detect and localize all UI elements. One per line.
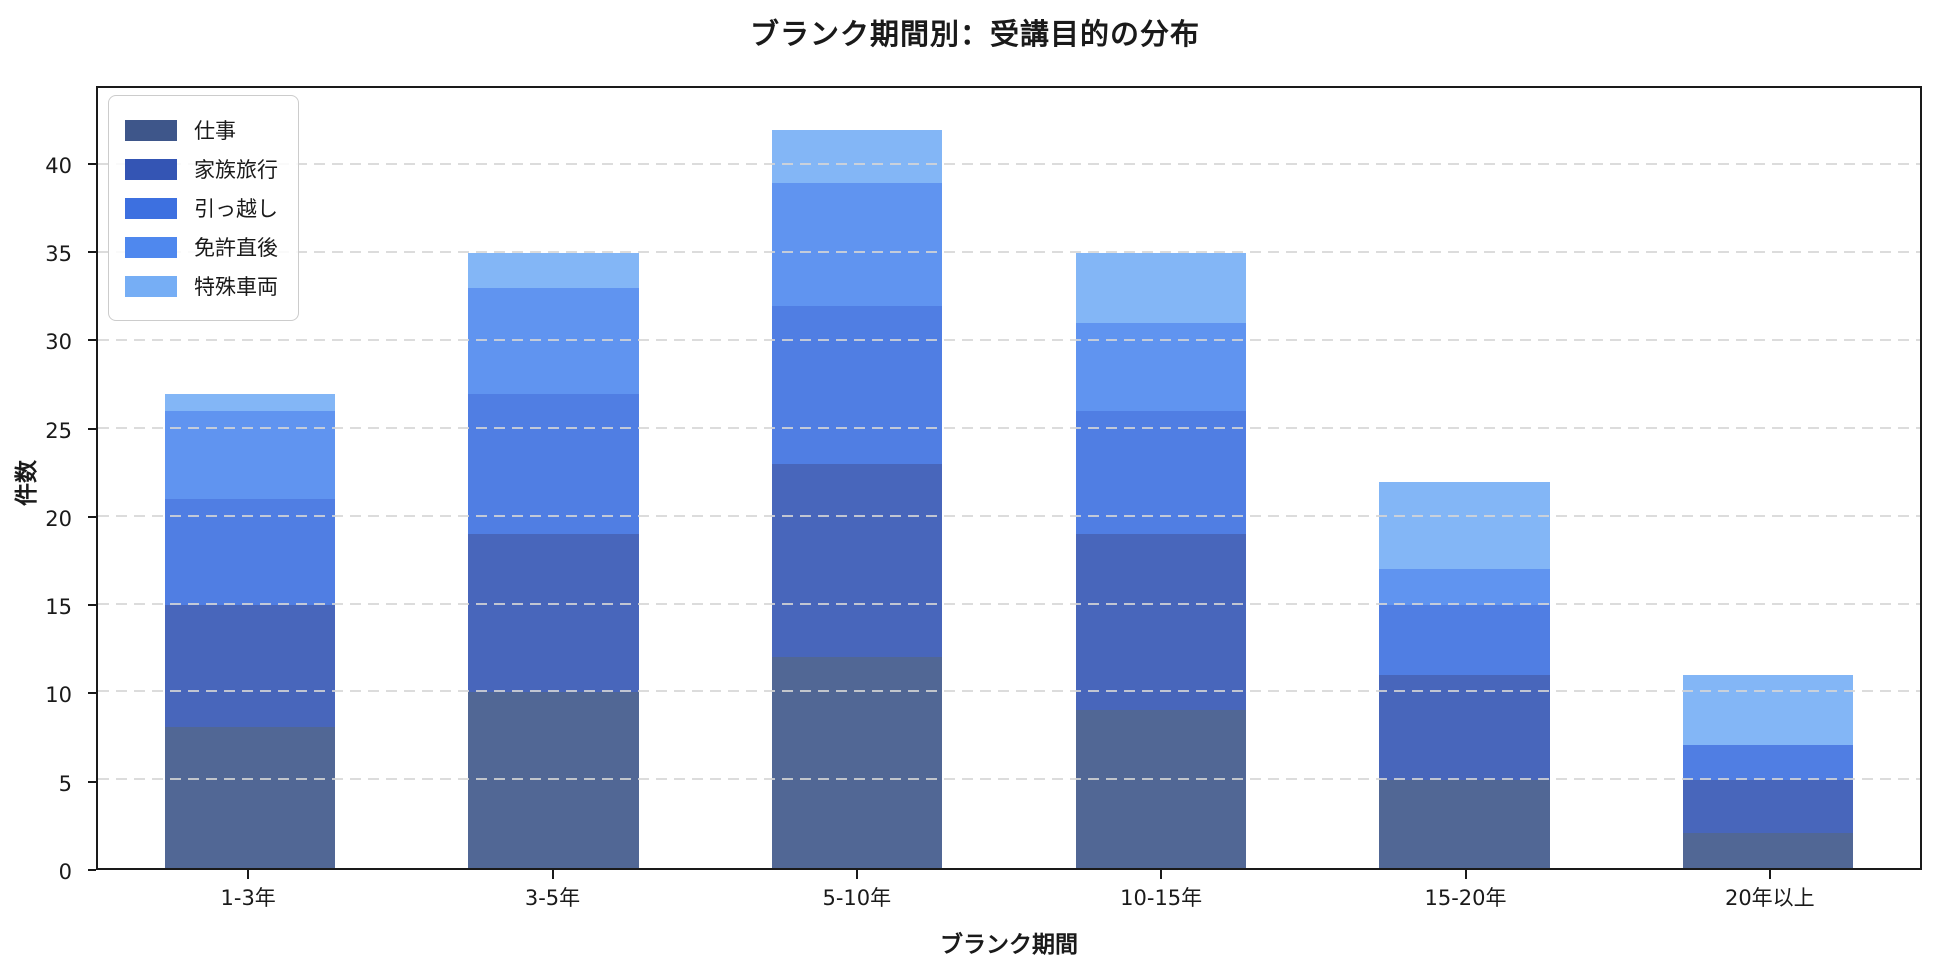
x-tick-label: 5-10年 (822, 886, 892, 910)
bar-segment (1075, 411, 1246, 535)
y-tick-label: 10 (45, 683, 72, 708)
gridline (98, 514, 1920, 517)
y-tick-label: 40 (45, 153, 72, 178)
y-tick-label: 35 (45, 241, 72, 266)
y-tick-label: 15 (45, 595, 72, 620)
bar-segment (164, 604, 335, 728)
bar-segment (164, 411, 335, 500)
y-tick-label: 5 (58, 771, 72, 796)
y-tick-mark (88, 780, 96, 783)
bar-segment (1379, 674, 1550, 781)
bar-segment (772, 463, 943, 658)
y-tick-mark (88, 515, 96, 518)
legend-label: 家族旅行 (194, 158, 278, 182)
bar-segment (164, 393, 335, 412)
y-tick-label: 0 (58, 860, 72, 884)
bar-segment (1683, 674, 1854, 746)
y-tick-label: 25 (45, 418, 72, 443)
legend-swatch (125, 197, 177, 219)
y-axis: 0 5 10 15 20 25 30 35 40 (0, 86, 88, 882)
legend-swatch (125, 275, 177, 297)
y-tick-mark (88, 604, 96, 607)
y-tick-mark (88, 339, 96, 342)
bar-segment (164, 499, 335, 605)
legend-item: 引っ越し (125, 193, 278, 223)
legend: 仕事家族旅行引っ越し免許直後特殊車両 (108, 95, 299, 321)
y-tick-label: 20 (45, 506, 72, 531)
bar-segment (1075, 323, 1246, 412)
bar-segment (1379, 604, 1550, 675)
bar-segment (772, 130, 943, 183)
bar-segment (468, 534, 639, 693)
bar-segment (468, 393, 639, 535)
gridline (98, 426, 1920, 429)
bar-segment (1379, 780, 1550, 868)
bar-segment (1683, 745, 1854, 781)
x-axis-label: ブランク期間 (940, 932, 1078, 958)
legend-item: 家族旅行 (125, 154, 278, 184)
x-tick-mark (247, 870, 250, 879)
x-tick-label: 3-5年 (524, 886, 581, 910)
legend-item: 特殊車両 (125, 271, 278, 301)
gridline (98, 163, 1920, 166)
x-tick-label: 20年以上 (1724, 886, 1815, 910)
gridline (98, 251, 1920, 254)
y-tick-mark (88, 869, 96, 871)
y-tick-mark (88, 427, 96, 430)
x-tick-label: 10-15年 (1120, 886, 1203, 910)
y-tick-mark (88, 692, 96, 695)
legend-label: 特殊車両 (194, 275, 278, 299)
bar-segment (1379, 481, 1550, 570)
bar-segment (468, 253, 639, 289)
bar-segment (772, 305, 943, 464)
x-tick-mark (855, 870, 858, 879)
gridline (98, 602, 1920, 605)
gridline (98, 338, 1920, 341)
bar-segment (1683, 780, 1854, 833)
x-tick-mark (1768, 870, 1771, 879)
y-axis-label: 件数 (14, 460, 40, 506)
bar-segment (1075, 253, 1246, 324)
bar-segment (1683, 832, 1854, 868)
bar-segment (772, 182, 943, 306)
legend-label: 仕事 (194, 119, 236, 143)
y-tick-mark (88, 162, 96, 165)
legend-swatch (125, 158, 177, 180)
legend-swatch (125, 119, 177, 141)
bar-segment (1075, 709, 1246, 868)
plot-area: 仕事家族旅行引っ越し免許直後特殊車両 (96, 86, 1922, 870)
bar-segment (1379, 569, 1550, 605)
x-tick-label: 15-20年 (1424, 886, 1507, 910)
y-tick-mark (88, 250, 96, 253)
legend-label: 免許直後 (194, 236, 278, 260)
bar-segment (1075, 534, 1246, 710)
bar-segment (164, 727, 335, 868)
x-tick-mark (1160, 870, 1163, 879)
x-tick-mark (551, 870, 554, 879)
x-tick-mark (1464, 870, 1467, 879)
gridline (98, 690, 1920, 693)
gridline (98, 778, 1920, 781)
bar-segment (468, 288, 639, 394)
chart-title: ブランク期間別：受講目的の分布 (749, 17, 1200, 51)
legend-swatch (125, 236, 177, 258)
bar-segment (772, 657, 943, 868)
legend-item: 免許直後 (125, 232, 278, 262)
legend-item: 仕事 (125, 115, 278, 145)
x-tick-label: 1-3年 (220, 886, 276, 910)
y-tick-label: 30 (45, 330, 72, 355)
legend-label: 引っ越し (194, 197, 278, 221)
